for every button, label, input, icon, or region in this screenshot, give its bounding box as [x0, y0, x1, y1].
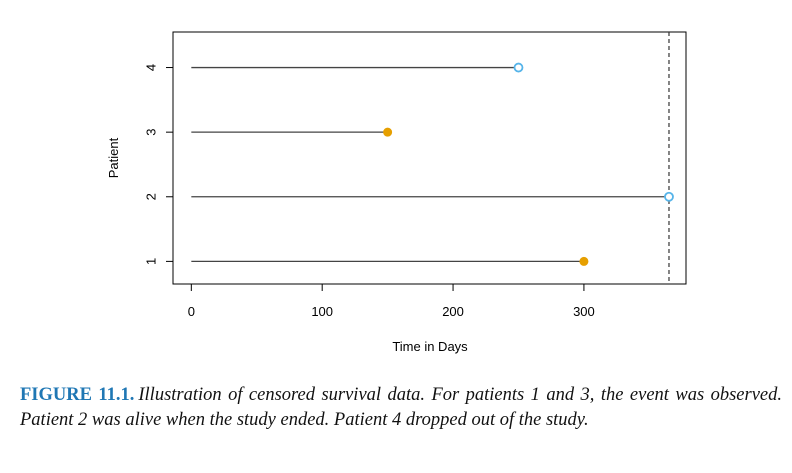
x-axis: 0 100 200 300 [188, 283, 595, 319]
y-axis: 1 2 3 4 [144, 64, 174, 265]
x-tick-label: 200 [442, 304, 464, 319]
patient-3-event-point [383, 127, 393, 137]
y-tick-label: 3 [144, 129, 159, 136]
x-tick-label: 300 [573, 304, 595, 319]
x-tick-label: 0 [188, 304, 195, 319]
patient-1-event-point [579, 256, 589, 266]
y-tick-label: 1 [144, 258, 159, 265]
outcome-points [383, 62, 674, 266]
figure-label: FIGURE 11.1. [20, 385, 135, 405]
plot-frame [172, 31, 687, 285]
figure-caption-text: Illustration of censored survival data. … [20, 385, 782, 430]
x-tick-label: 100 [311, 304, 333, 319]
follow-up-segments [191, 66, 669, 263]
figure-caption: FIGURE 11.1. Illustration of censored sur… [20, 383, 782, 433]
y-tick-label: 4 [144, 64, 159, 71]
survival-chart: 0 100 200 300 1 2 3 4 Time in Days Patient [106, 31, 687, 354]
patient-2-censored-point [664, 191, 674, 202]
y-axis-title: Patient [106, 137, 121, 178]
x-axis-title: Time in Days [392, 339, 468, 354]
y-tick-label: 2 [144, 193, 159, 200]
patient-4-censored-point [513, 62, 524, 73]
